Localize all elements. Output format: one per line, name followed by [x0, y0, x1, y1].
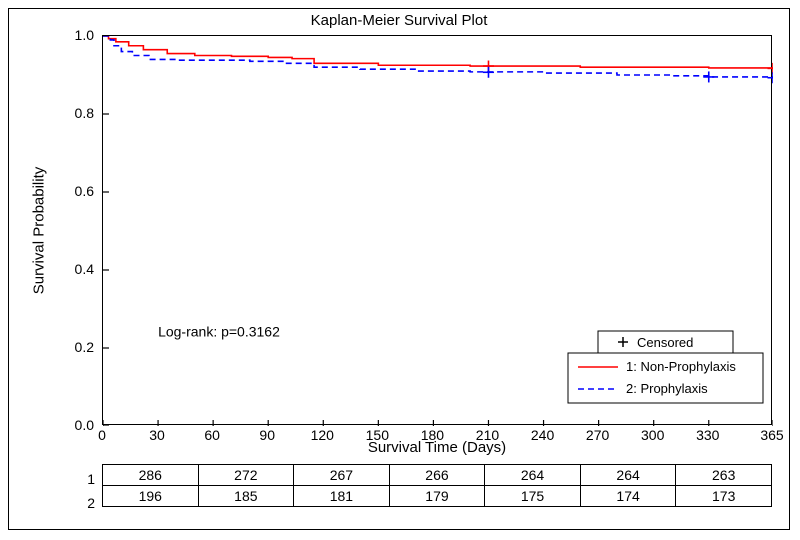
plot-svg: Log-rank: p=0.3162 Censored 1: Non-Prophyl…	[103, 36, 773, 426]
risk-row-label-2: 2	[75, 495, 95, 511]
legend-censored-label: Censored	[637, 335, 693, 350]
censor-marker	[768, 72, 774, 83]
risk-table-cell: 181	[294, 486, 390, 507]
risk-table-cell: 179	[389, 486, 485, 507]
risk-table-cell: 272	[198, 465, 294, 486]
chart-title: Kaplan-Meier Survival Plot	[9, 12, 789, 29]
risk-table-row: 196185181179175174173	[103, 486, 772, 507]
risk-row-label-1: 1	[75, 471, 95, 487]
series-line-2	[103, 36, 773, 78]
risk-table-cell: 286	[103, 465, 199, 486]
y-tick-label: 0.6	[14, 183, 94, 199]
risk-table-cell: 185	[198, 486, 294, 507]
censor-marker	[703, 71, 714, 82]
censor-marker	[483, 67, 494, 78]
y-tick-label: 0.8	[14, 105, 94, 121]
risk-table-cell: 173	[676, 486, 772, 507]
legend-series-label-1: 1: Non-Prophylaxis	[626, 359, 736, 374]
risk-table-cell: 266	[389, 465, 485, 486]
y-tick-label: 0.2	[14, 339, 94, 355]
risk-table-cell: 267	[294, 465, 390, 486]
y-tick-label: 0.4	[14, 261, 94, 277]
risk-table-cell: 263	[676, 465, 772, 486]
series-line-1	[103, 36, 773, 68]
chart-frame: Kaplan-Meier Survival Plot Survival Prob…	[8, 8, 790, 530]
y-tick-label: 0.0	[14, 417, 94, 433]
y-tick-label: 1.0	[14, 27, 94, 43]
risk-table-cell: 264	[485, 465, 581, 486]
legend-series-label-2: 2: Prophylaxis	[626, 381, 708, 396]
plot-area: Log-rank: p=0.3162 Censored 1: Non-Prophyl…	[102, 35, 772, 425]
annotation-logrank: Log-rank: p=0.3162	[158, 323, 280, 339]
risk-table-cell: 175	[485, 486, 581, 507]
risk-table-cell: 174	[580, 486, 676, 507]
risk-table-cell: 264	[580, 465, 676, 486]
risk-table-cell: 196	[103, 486, 199, 507]
censor-marker	[768, 63, 774, 74]
x-axis-label: Survival Time (Days)	[102, 439, 772, 456]
risk-table: 2862722672662642642631961851811791751741…	[102, 464, 772, 507]
risk-table-row: 286272267266264264263	[103, 465, 772, 486]
y-ticks: 0.00.20.40.60.81.0	[9, 35, 94, 425]
